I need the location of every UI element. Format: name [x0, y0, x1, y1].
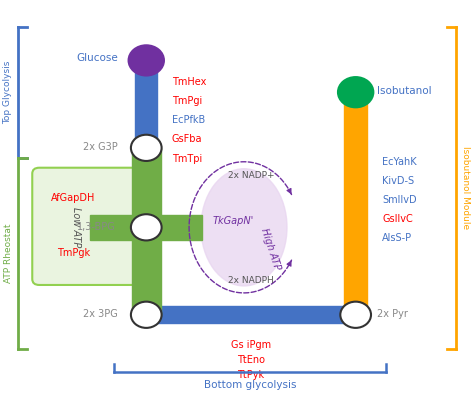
Circle shape — [338, 77, 374, 107]
Text: 2x NADP+: 2x NADP+ — [228, 171, 274, 180]
Text: GsIlvC: GsIlvC — [382, 214, 413, 224]
Text: Isobutanol: Isobutanol — [377, 86, 431, 96]
Text: TmTpi: TmTpi — [172, 154, 202, 164]
Text: 1,3-BPG: 1,3-BPG — [77, 222, 116, 232]
Circle shape — [128, 45, 164, 75]
Bar — [146, 306, 356, 323]
Text: 2x G3P: 2x G3P — [82, 142, 118, 152]
Text: Bottom glycolysis: Bottom glycolysis — [204, 380, 296, 390]
Bar — [345, 92, 367, 315]
FancyBboxPatch shape — [32, 168, 151, 285]
Text: EcYahK: EcYahK — [382, 157, 417, 167]
Bar — [132, 148, 161, 315]
Text: TtEno: TtEno — [237, 355, 265, 365]
Text: Glucose: Glucose — [77, 54, 118, 63]
Text: Top Glycolysis: Top Glycolysis — [4, 60, 13, 124]
Text: 2x NADPH: 2x NADPH — [228, 276, 274, 285]
Text: KivD-S: KivD-S — [382, 176, 414, 186]
Text: TkGapN': TkGapN' — [213, 216, 254, 226]
Text: TmPgi: TmPgi — [172, 96, 202, 106]
Text: 2x 3PG: 2x 3PG — [82, 310, 118, 319]
Text: TtPyk: TtPyk — [237, 370, 264, 380]
Text: ATP Rheostat: ATP Rheostat — [4, 223, 13, 283]
Text: GsFba: GsFba — [172, 135, 202, 145]
Text: Low ATP: Low ATP — [72, 207, 82, 247]
Bar — [135, 60, 157, 315]
Text: AlsS-P: AlsS-P — [382, 233, 412, 243]
Text: TmPgk: TmPgk — [57, 248, 90, 258]
Text: EcPfkB: EcPfkB — [172, 115, 205, 125]
Circle shape — [131, 302, 162, 328]
Text: SmlIvD: SmlIvD — [382, 195, 417, 205]
Circle shape — [131, 214, 162, 241]
Circle shape — [340, 302, 371, 328]
Text: Isobutanol Module: Isobutanol Module — [461, 146, 470, 229]
Text: High ATP: High ATP — [259, 227, 282, 271]
Bar — [91, 215, 202, 240]
Text: 2x Pyr: 2x Pyr — [377, 310, 408, 319]
Circle shape — [131, 135, 162, 161]
Text: Gs iPgm: Gs iPgm — [231, 340, 271, 349]
Text: AfGapDH: AfGapDH — [51, 193, 95, 203]
Text: TmHex: TmHex — [172, 77, 206, 87]
Ellipse shape — [201, 169, 287, 286]
